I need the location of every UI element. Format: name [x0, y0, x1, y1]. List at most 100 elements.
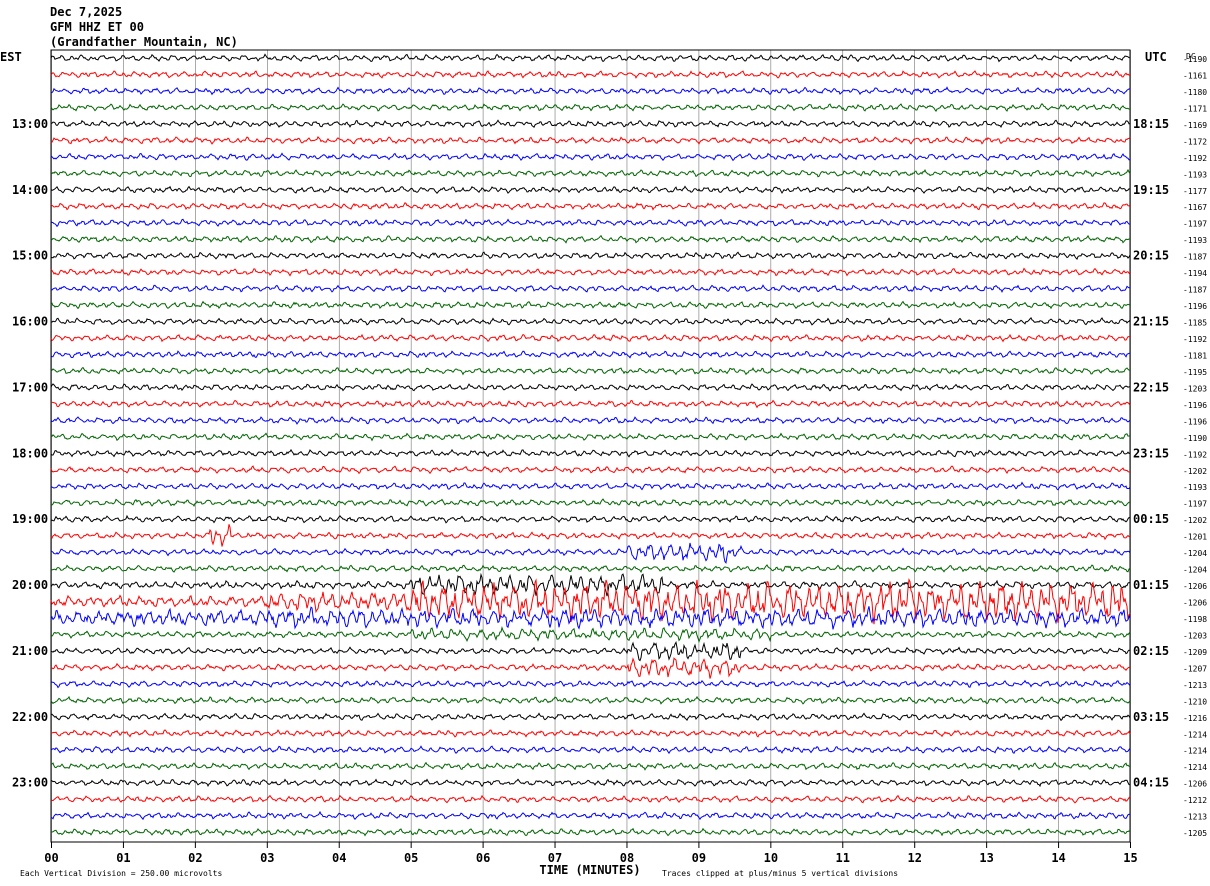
dc-offset-label: -1209 — [1183, 648, 1207, 657]
trace-line-9 — [50, 201, 1131, 211]
dc-offset-label: -1204 — [1183, 549, 1207, 558]
est-hour-label: 15:00 — [12, 249, 48, 263]
x-tick-label: 13 — [979, 851, 993, 865]
dc-offset-label: -1197 — [1183, 500, 1207, 509]
trace-line-36 — [50, 641, 1131, 662]
dc-offset-label: -1203 — [1183, 631, 1207, 640]
est-hour-label: 16:00 — [12, 315, 48, 329]
utc-hour-label: 00:15 — [1133, 512, 1169, 526]
utc-hour-label: 04:15 — [1133, 776, 1169, 790]
scale-note: Each Vertical Division = 250.00 microvol… — [20, 869, 222, 878]
dc-offset-label: -1167 — [1183, 203, 1207, 212]
dc-offset-label: -1169 — [1183, 121, 1207, 130]
dc-offset-label: -1192 — [1183, 335, 1207, 344]
dc-offset-label: -1195 — [1183, 368, 1207, 377]
utc-hour-label: 22:15 — [1133, 380, 1169, 394]
trace-line-12 — [50, 251, 1131, 260]
dc-offset-label: -1181 — [1183, 351, 1207, 360]
trace-line-45 — [50, 794, 1131, 804]
trace-line-20 — [50, 383, 1131, 392]
dc-offset-label: -1161 — [1183, 71, 1207, 80]
trace-line-30 — [50, 542, 1131, 564]
trace-line-3 — [50, 103, 1131, 113]
dc-offset-label: -1214 — [1183, 763, 1207, 772]
trace-line-22 — [50, 416, 1131, 425]
trace-line-23 — [50, 432, 1131, 442]
est-hour-label: 18:00 — [12, 446, 48, 460]
est-timezone-label: EST — [0, 50, 22, 64]
dc-offset-label: -1202 — [1183, 467, 1207, 476]
dc-offset-label: -1206 — [1183, 780, 1207, 789]
trace-line-41 — [50, 729, 1131, 738]
dc-offset-label: -1214 — [1183, 747, 1207, 756]
dc-offset-label: -1205 — [1183, 829, 1207, 838]
trace-line-27 — [50, 498, 1130, 507]
x-tick-label: 07 — [548, 851, 562, 865]
trace-line-21 — [50, 399, 1131, 409]
trace-line-40 — [50, 712, 1131, 722]
est-hour-label: 19:00 — [12, 512, 48, 526]
trace-line-33 — [50, 578, 1131, 625]
trace-line-13 — [50, 267, 1131, 277]
trace-line-34 — [50, 606, 1131, 630]
dc-offset-label: -1203 — [1183, 384, 1207, 393]
dc-offset-label: -1187 — [1183, 253, 1207, 262]
dc-offset-label: -1216 — [1183, 714, 1207, 723]
trace-line-28 — [50, 514, 1131, 524]
trace-line-17 — [50, 333, 1131, 343]
dc-offset-label: -1180 — [1183, 88, 1207, 97]
trace-line-8 — [50, 185, 1131, 194]
dc-offset-label: -1212 — [1183, 796, 1207, 805]
dc-offset-label: -1210 — [1183, 697, 1207, 706]
est-hour-label: 22:00 — [12, 710, 48, 724]
dc-offset-label: -1197 — [1183, 220, 1207, 229]
clip-note: Traces clipped at plus/minus 5 vertical … — [662, 869, 898, 878]
trace-line-39 — [50, 695, 1131, 705]
trace-line-0 — [50, 53, 1131, 63]
trace-line-42 — [50, 745, 1131, 755]
dc-offset-label: -1196 — [1183, 401, 1207, 410]
dc-offset-label: -1206 — [1183, 599, 1207, 608]
dc-offset-label: -1192 — [1183, 450, 1207, 459]
x-tick-label: 12 — [907, 851, 921, 865]
dc-offset-label: -1194 — [1183, 269, 1207, 278]
trace-line-10 — [50, 218, 1131, 228]
dc-offset-label: -1193 — [1183, 170, 1207, 179]
x-tick-label: 01 — [116, 851, 130, 865]
x-tick-label: 03 — [260, 851, 274, 865]
dc-offset-label: -1177 — [1183, 187, 1207, 196]
trace-line-31 — [50, 564, 1131, 573]
est-hour-label: 17:00 — [12, 380, 48, 394]
trace-line-11 — [50, 234, 1131, 244]
dc-column-label: DC — [1186, 52, 1196, 61]
trace-line-25 — [50, 465, 1130, 475]
est-hour-label: 20:00 — [12, 578, 48, 592]
station-location: (Grandfather Mountain, NC) — [50, 35, 238, 49]
utc-hour-label: 20:15 — [1133, 249, 1169, 263]
trace-line-38 — [50, 679, 1131, 689]
x-tick-label: 09 — [692, 851, 706, 865]
dc-offset-label: -1201 — [1183, 533, 1207, 542]
utc-hour-label: 02:15 — [1133, 644, 1169, 658]
dc-offset-label: -1171 — [1183, 104, 1207, 113]
utc-hour-label: 03:15 — [1133, 710, 1169, 724]
dc-offset-label: -1190 — [1183, 434, 1207, 443]
trace-line-32 — [50, 572, 1131, 597]
est-hour-label: 21:00 — [12, 644, 48, 658]
dc-offset-label: -1192 — [1183, 154, 1207, 163]
dc-offset-label: -1213 — [1183, 813, 1207, 822]
x-tick-label: 14 — [1051, 851, 1065, 865]
utc-hour-label: 01:15 — [1133, 578, 1169, 592]
trace-line-4 — [50, 119, 1131, 129]
trace-line-5 — [50, 135, 1131, 145]
x-tick-label: 10 — [764, 851, 778, 865]
x-tick-label: 05 — [404, 851, 418, 865]
dc-offset-label: -1190 — [1183, 55, 1207, 64]
dc-offset-label: -1196 — [1183, 417, 1207, 426]
trace-line-26 — [50, 481, 1131, 491]
est-hour-label: 23:00 — [12, 776, 48, 790]
dc-offset-label: -1202 — [1183, 516, 1207, 525]
x-tick-label: 04 — [332, 851, 346, 865]
dc-offset-label: -1185 — [1183, 319, 1207, 328]
x-axis-title: TIME (MINUTES) — [539, 863, 640, 877]
